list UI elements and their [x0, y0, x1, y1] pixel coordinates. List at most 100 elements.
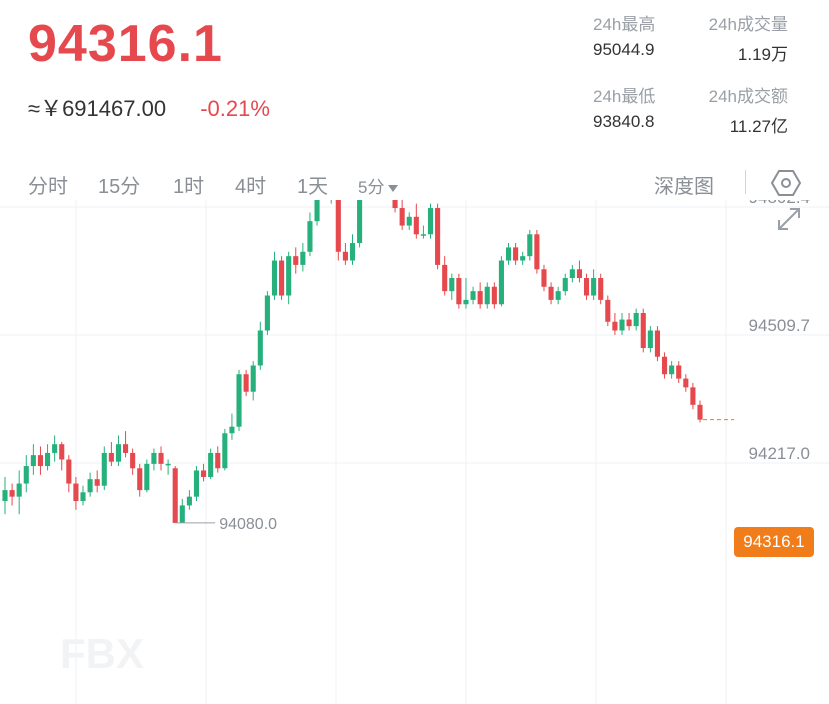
high-value: 95044.9 [593, 40, 655, 59]
candle-body [123, 444, 129, 453]
candle-body [513, 247, 519, 261]
candlestick-chart: FBX 95044.994080.0 94802.4 94509.7 94217.0 [0, 200, 829, 704]
candle-body [612, 321, 618, 331]
candle-body [23, 466, 29, 484]
candle-body [94, 479, 100, 486]
candle-body [257, 330, 263, 366]
candle-body [137, 468, 143, 491]
candle-body [576, 269, 582, 279]
candle-body [392, 200, 398, 209]
candle-body [669, 365, 675, 375]
last-price: 94316.1 [28, 15, 223, 73]
tab-divider [745, 170, 746, 194]
candle-body [633, 313, 639, 327]
candle-body [569, 269, 575, 279]
candle-body [52, 444, 58, 453]
candle-body [158, 452, 164, 464]
candle-body [2, 490, 8, 502]
tab-15m[interactable]: 15分 [98, 176, 141, 198]
tab-1h[interactable]: 1时 [173, 176, 205, 198]
candle-body [215, 452, 221, 469]
candle-body [250, 365, 256, 392]
candle-body [151, 452, 157, 464]
change-percent: -0.21% [200, 96, 270, 121]
candle-body [314, 200, 320, 222]
candle-body [555, 291, 561, 300]
candle-body [456, 278, 462, 305]
candle-body [30, 455, 36, 467]
candle-body [59, 444, 65, 460]
tab-timeshare[interactable]: 分时 [28, 176, 68, 198]
candle-body [697, 404, 703, 420]
candle-body [279, 260, 285, 296]
chart-grid [0, 200, 829, 704]
candle-body [435, 208, 441, 265]
candle-body [286, 256, 292, 296]
candle-body [520, 256, 526, 261]
candle-body [229, 426, 235, 434]
candle-body [562, 278, 568, 292]
candle-body [115, 444, 122, 462]
tab-depth-chart[interactable]: 深度图 [654, 176, 714, 198]
candle-body [534, 234, 540, 270]
candle-body [654, 330, 661, 357]
y-tick-label-2: 94217.0 [749, 444, 810, 463]
candle-body [399, 208, 405, 226]
candle-body [357, 200, 363, 244]
candle-body [193, 470, 200, 497]
candle-body [307, 221, 313, 252]
interval-dropdown[interactable]: 5分 [358, 173, 399, 198]
candle-body [87, 479, 93, 493]
candle-body [208, 452, 214, 477]
candle-body [548, 286, 554, 300]
candle-body [243, 374, 249, 392]
candle-body [470, 291, 476, 300]
candle-body [179, 505, 185, 523]
price-summary: ≈￥691467.00 -0.21% [28, 91, 270, 123]
candle-body [349, 243, 356, 261]
candle-body [165, 463, 171, 466]
candle-body [442, 264, 448, 292]
candle-body [222, 433, 228, 469]
candle-body [640, 313, 646, 348]
amount-value: 11.27亿 [729, 117, 788, 136]
candle-body [201, 470, 207, 477]
tab-4h[interactable]: 4时 [235, 176, 267, 198]
last-price-badge: 94316.1 [734, 527, 814, 557]
candle-body [541, 269, 547, 287]
candle-body [491, 286, 497, 305]
candle-body [335, 200, 341, 252]
volume-value: 1.19万 [737, 45, 788, 64]
candle-body [527, 234, 533, 257]
candle-body [66, 459, 72, 484]
low-label: 24h最低 [593, 87, 656, 106]
candle-body [44, 452, 51, 467]
candle-body [16, 483, 22, 497]
candle-body [463, 299, 469, 305]
candle-body [108, 452, 114, 462]
candles-group [2, 200, 703, 523]
candle-body [264, 295, 270, 331]
candle-body [647, 330, 653, 348]
candle-body [271, 260, 278, 296]
volume-label: 24h成交量 [708, 15, 788, 34]
candle-body [300, 251, 306, 265]
candle-body [236, 374, 242, 427]
candle-body [683, 378, 689, 388]
candle-body [484, 286, 490, 305]
candle-body [293, 256, 299, 265]
candle-body [676, 365, 682, 379]
settings-hex-icon[interactable] [770, 168, 802, 198]
candle-body [9, 490, 15, 497]
tab-1d[interactable]: 1天 [297, 176, 329, 198]
candle-body [144, 463, 150, 491]
annotations-group: 95044.994080.0 [175, 419, 734, 533]
interval-tabs: 分时 15分 1时 4时 1天 5分 深度图 [0, 166, 829, 202]
candle-body [186, 496, 192, 506]
high-label: 24h最高 [593, 15, 656, 34]
candle-body [661, 356, 668, 375]
converted-price: ≈￥691467.00 [28, 96, 167, 121]
candle-body [80, 492, 86, 502]
candle-body [37, 455, 44, 467]
expand-icon[interactable] [776, 206, 802, 232]
